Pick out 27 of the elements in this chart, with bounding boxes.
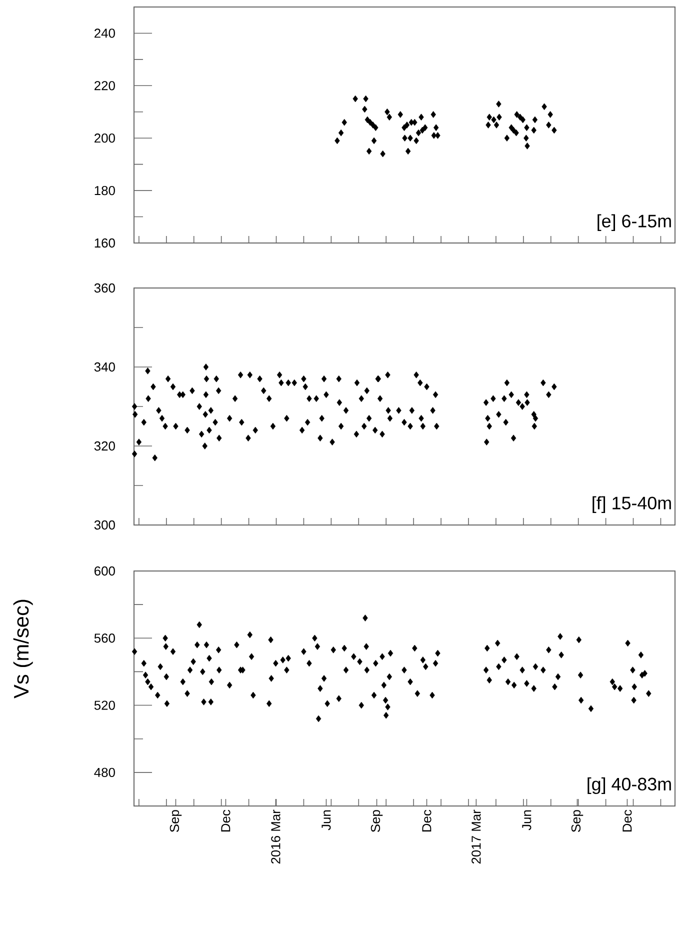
x-tick-label: Jun (322, 810, 331, 830)
y-axis-title: Vs (m/sec) (13, 600, 33, 698)
y-tick-label: 180 (94, 186, 115, 196)
y-tick-label: 560 (94, 634, 115, 643)
annotation: [g] 40-83m (588, 777, 671, 794)
y-tick-label: 160 (94, 238, 115, 248)
y-tick-label: 480 (94, 768, 115, 778)
x-tick-label: Dec (622, 810, 632, 832)
x-tick-label: 2016 Mar (271, 810, 280, 864)
x-tick-label: 2017 Mar (472, 810, 481, 864)
x-tick-label: Sep (571, 810, 584, 832)
annotation: [f] 15-40m (592, 496, 671, 513)
x-tick-label: Dec (422, 810, 432, 832)
y-tick-label: 360 (94, 283, 115, 293)
y-tick-label: 220 (94, 81, 115, 90)
y-tick-label: 520 (94, 700, 115, 710)
x-tick-label: Dec (221, 810, 230, 832)
y-tick-label: 200 (94, 134, 115, 143)
annotation: [e] 6-15m (598, 214, 671, 231)
x-tick-label: Jun (522, 810, 532, 830)
y-tick-label: 320 (94, 441, 115, 451)
x-tick-label: Sep (170, 810, 182, 832)
y-tick-label: 240 (94, 28, 115, 38)
y-tick-label: 600 (94, 566, 115, 576)
y-tick-label: 300 (94, 520, 115, 530)
x-tick-label: Sep (370, 810, 383, 832)
y-tick-label: 340 (94, 362, 115, 372)
